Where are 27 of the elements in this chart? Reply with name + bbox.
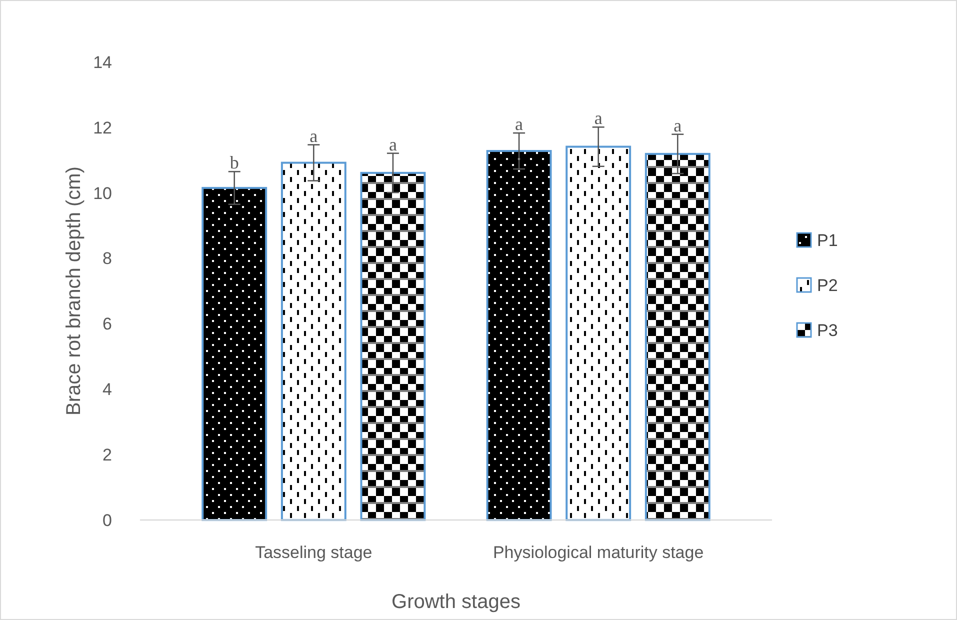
data-label: b [230, 152, 239, 173]
x-tick-label: Physiological maturity stage [492, 543, 704, 562]
data-label: a [515, 114, 524, 134]
y-tick-label: 12 [93, 118, 112, 138]
y-tick-label: 6 [102, 314, 112, 334]
data-label: a [594, 108, 602, 128]
bar [644, 152, 710, 521]
data-label: a [310, 126, 318, 146]
x-tick-label: Tasseling stage [255, 543, 372, 562]
data-label: a [388, 134, 397, 154]
y-tick-label: 4 [102, 380, 112, 400]
legend-label: P2 [817, 276, 838, 295]
y-axis-title: Brace rot branch depth (cm) [63, 166, 85, 416]
y-tick-label: 0 [102, 510, 112, 530]
data-label: a [674, 115, 682, 136]
bar [280, 162, 346, 521]
bar [566, 146, 632, 521]
y-tick-label: 14 [93, 52, 112, 72]
y-tick-label: 8 [102, 249, 112, 268]
legend-label: P1 [817, 230, 838, 250]
x-axis-title: Growth stages [392, 591, 520, 613]
legend-label: P3 [817, 320, 838, 340]
bar [360, 172, 426, 521]
bar [202, 186, 268, 521]
y-tick-label: 10 [93, 184, 112, 203]
bar [486, 150, 552, 521]
y-tick-label: 2 [102, 446, 112, 465]
